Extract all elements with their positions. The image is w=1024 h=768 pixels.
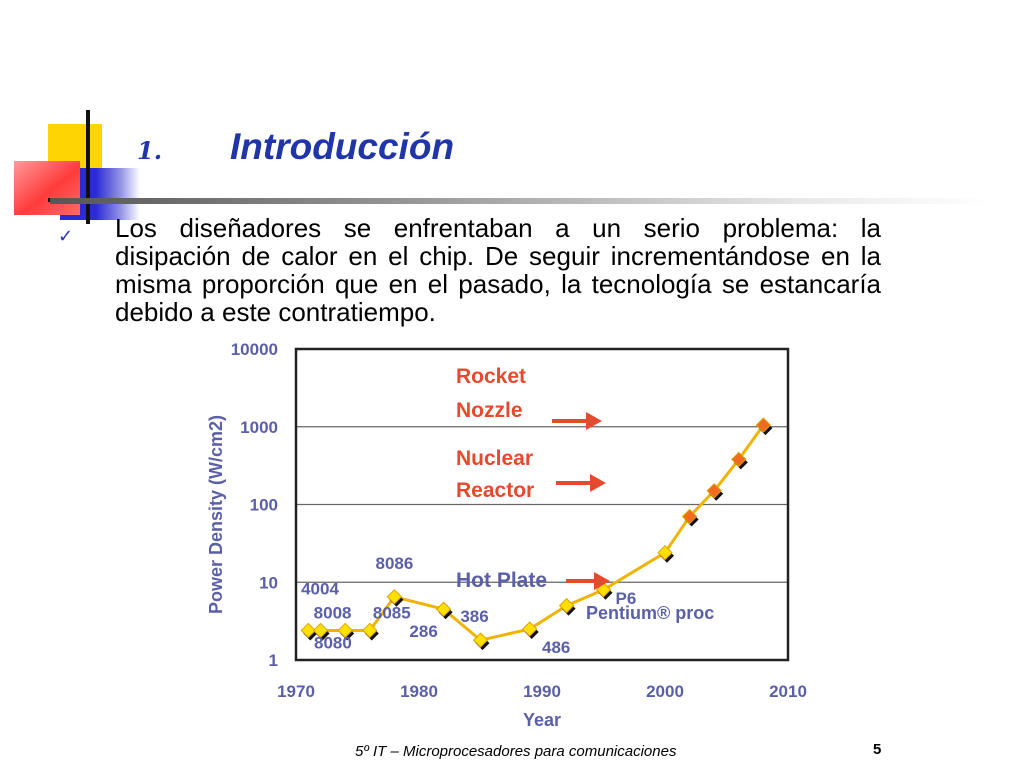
- reactor-arrow-head: [590, 474, 606, 492]
- point-label: 386: [460, 607, 488, 626]
- annotation-label: Nozzle: [456, 399, 523, 422]
- power-density-chart: 1 10 100 1000 10000 1970 1980 1990 2000 2010 Year P…: [206, 340, 807, 730]
- data-point: [312, 622, 329, 639]
- data-point: [337, 622, 353, 639]
- y-tick-label: 1: [269, 651, 278, 670]
- data-point: [362, 622, 378, 639]
- deco-vertical-bar: [86, 110, 90, 224]
- data-point: [558, 597, 575, 614]
- page-title: Introducción: [230, 126, 455, 167]
- annotation-label: Reactor: [456, 479, 534, 502]
- x-tick-label: 1980: [400, 682, 438, 701]
- point-label: 486: [542, 638, 570, 657]
- data-point: [706, 483, 722, 499]
- footer-text: 5º IT – Microprocesadores para comunicac…: [355, 743, 677, 760]
- bullet-text: Los diseñadores se enfrentaban a un seri…: [115, 213, 881, 327]
- point-label: 8008: [314, 603, 352, 622]
- title-underline: [50, 198, 990, 204]
- annotation-label: Hot Plate: [456, 569, 547, 592]
- data-point: [731, 451, 747, 468]
- point-label: 8086: [375, 554, 413, 573]
- y-tick-label: 100: [250, 496, 278, 515]
- point-label: 286: [409, 622, 437, 641]
- data-point: [755, 417, 772, 433]
- data-point: [521, 621, 538, 637]
- annotation-label: Nuclear: [456, 447, 533, 470]
- data-point: [435, 601, 452, 617]
- point-label: 8080: [314, 633, 352, 652]
- point-label: 4004: [301, 579, 339, 598]
- data-point: [300, 622, 317, 639]
- page-number: 5: [873, 741, 882, 758]
- point-label: P6: [616, 589, 637, 608]
- y-tick-label: 1000: [240, 418, 278, 437]
- title-number: 1.: [137, 136, 163, 165]
- data-point: [472, 632, 489, 648]
- x-axis-title: Year: [523, 710, 561, 730]
- y-tick-label: 10: [259, 573, 278, 592]
- y-tick-label: 10000: [231, 340, 278, 359]
- point-label: 8085: [373, 603, 411, 622]
- plot-frame: [294, 347, 790, 662]
- deco-red-square: [14, 161, 80, 215]
- x-tick-label: 1990: [523, 682, 561, 701]
- x-tick-label: 2000: [646, 682, 684, 701]
- rocket-arrow-head: [586, 412, 602, 430]
- hotplate-arrow-head: [594, 572, 610, 590]
- title-row: 1. Introducción: [0, 126, 1024, 186]
- annotation-label: Pentium® proc: [586, 603, 714, 623]
- y-axis-title: Power Density (W/cm2): [206, 415, 226, 614]
- annotation-label: Rocket: [456, 365, 526, 388]
- check-icon: ✓: [58, 226, 74, 247]
- data-point: [386, 589, 403, 605]
- data-point: [657, 544, 673, 561]
- data-point: [681, 508, 698, 525]
- x-tick-label: 2010: [769, 682, 807, 701]
- x-tick-label: 1970: [277, 682, 315, 701]
